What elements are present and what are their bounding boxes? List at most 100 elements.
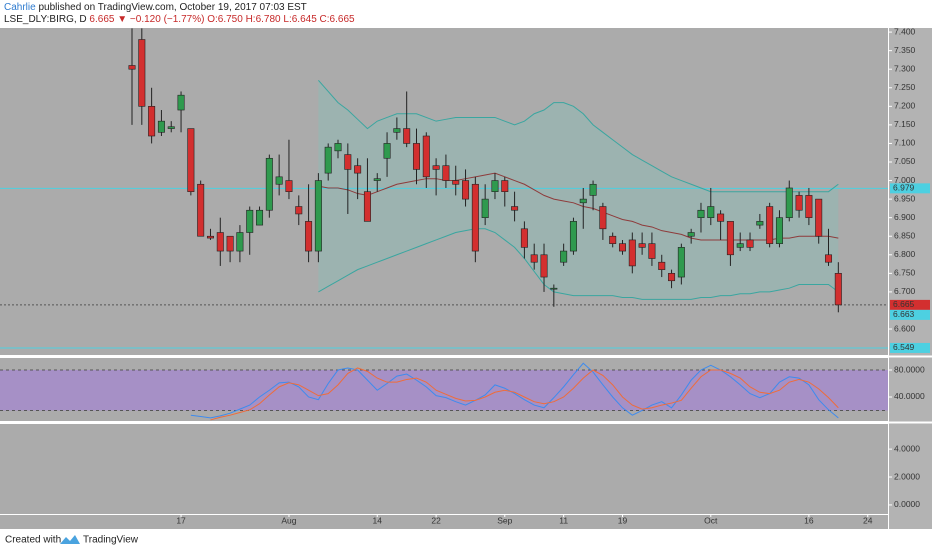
candle-body	[530, 254, 538, 263]
candle-body	[442, 165, 450, 181]
line	[318, 79, 839, 193]
y-tick-label: 6.700	[894, 286, 916, 296]
author[interactable]: Cahrlie	[4, 2, 36, 13]
candle-body	[726, 221, 734, 256]
candle-body	[148, 106, 156, 137]
candle-body	[589, 183, 597, 196]
ohlc-high: H:6.780	[246, 14, 281, 25]
level-label: 6.665	[893, 299, 915, 309]
y-tick-label: 6.600	[894, 323, 916, 333]
candle-body	[157, 120, 165, 133]
x-tick-label: 24	[863, 515, 873, 525]
candle-body	[668, 273, 676, 282]
y-tick-label: 7.400	[894, 26, 916, 36]
candle-body	[412, 143, 420, 170]
x-tick-label: 11	[559, 515, 568, 525]
y-tick-label: 4.0000	[894, 443, 920, 453]
published: published on TradingView.com, October 19…	[38, 2, 306, 13]
candle-body	[638, 243, 646, 248]
y-tick-label: 7.150	[894, 119, 916, 129]
candle-body	[609, 235, 617, 244]
candle-body	[579, 198, 587, 204]
candle-body	[334, 143, 342, 152]
candle-body	[707, 206, 715, 218]
y-tick-label: 0.0000	[894, 499, 920, 509]
candle-body	[305, 221, 313, 252]
candle-body	[775, 217, 783, 244]
candle-body	[197, 183, 205, 237]
x-tick-label: Oct	[704, 515, 718, 525]
candle-body	[471, 183, 479, 252]
x-tick-label: 16	[804, 515, 814, 525]
footer-created: Created with	[5, 535, 61, 546]
candle-body	[658, 261, 666, 270]
candle-body	[599, 206, 607, 230]
candle-body	[805, 195, 813, 218]
level-label-box	[890, 183, 930, 194]
y-tick-label: 7.250	[894, 82, 916, 92]
y-tick-label: 2.0000	[894, 471, 920, 481]
candle-body	[795, 195, 803, 211]
candle-body	[766, 206, 774, 244]
y-tick-label: 40.0000	[894, 391, 925, 401]
x-tick-label: Sep	[497, 515, 512, 525]
candle-body	[246, 209, 254, 233]
candle-body	[128, 65, 136, 70]
y-tick-label: 7.100	[894, 138, 916, 148]
candle-body	[167, 126, 175, 129]
candle-body	[403, 128, 411, 144]
candle-body	[295, 206, 303, 215]
ohlc-open: O:6.750	[207, 14, 243, 25]
candle-body	[825, 254, 833, 263]
candle-body	[314, 180, 322, 252]
y-tick-label: 6.800	[894, 249, 916, 259]
candle-body	[520, 228, 528, 248]
candle-body	[785, 187, 793, 218]
ohlc-close: C:6.665	[320, 14, 355, 25]
candle-body	[275, 176, 283, 185]
candle-body	[138, 39, 146, 107]
change-arrow: ▼	[117, 14, 127, 25]
candle-body	[462, 180, 470, 200]
candle-body	[363, 191, 371, 222]
candle-body	[677, 247, 685, 278]
logo-icon	[60, 535, 80, 544]
level-label-box	[890, 309, 930, 320]
level-label: 6.549	[893, 342, 915, 352]
last-price: 6.665	[89, 14, 114, 25]
candle-body	[285, 180, 293, 192]
candle-body	[187, 128, 195, 192]
tradingview-logo[interactable]: TradingView	[60, 535, 139, 546]
x-tick-label: 14	[373, 515, 383, 525]
candle-body	[834, 273, 842, 306]
candle-body	[383, 143, 391, 159]
candle-body	[569, 221, 577, 252]
candle-body	[452, 180, 460, 185]
y-tick-label: 6.750	[894, 268, 916, 278]
candle-body	[501, 180, 509, 192]
candle-body	[177, 94, 185, 111]
y-tick-label: 6.900	[894, 212, 916, 222]
x-tick-label: 22	[431, 515, 441, 525]
candle-body	[756, 221, 764, 226]
symbol: LSE_DLY:BIRG, D	[4, 14, 87, 25]
line	[210, 367, 839, 421]
x-tick-label: 19	[618, 515, 628, 525]
y-tick-label: 6.950	[894, 193, 916, 203]
price-axis	[889, 28, 932, 529]
candle-body	[354, 165, 362, 174]
y-tick-label: 7.000	[894, 175, 916, 185]
candle-body	[216, 232, 224, 252]
candle-body	[815, 198, 823, 237]
level-label: 6.979	[893, 183, 915, 193]
footer-brand: TradingView	[83, 535, 139, 546]
candle-body	[393, 128, 401, 133]
band-fill	[0, 370, 888, 411]
time-axis	[0, 514, 888, 529]
y-tick-label: 6.850	[894, 230, 916, 240]
candle-body	[618, 243, 626, 252]
candle-body	[344, 154, 352, 170]
lower-pane	[0, 424, 888, 514]
